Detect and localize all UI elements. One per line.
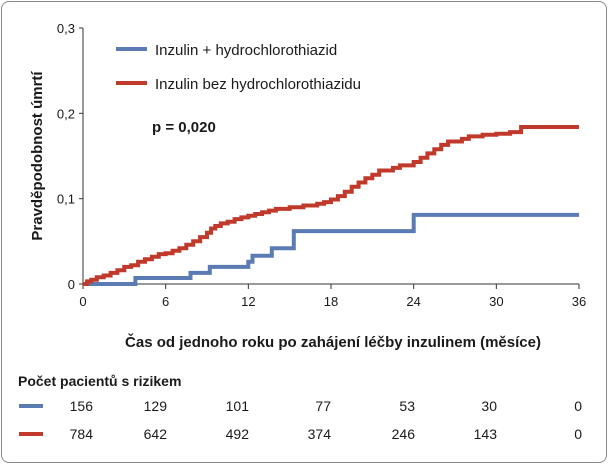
at-risk-value: 30: [481, 398, 497, 414]
at-risk-value: 143: [474, 426, 498, 442]
at-risk-value: 492: [226, 426, 250, 442]
series-lines: [83, 125, 579, 286]
at-risk-value: 642: [144, 426, 168, 442]
y-axis-title: Pravděpodobnost úmrtí: [29, 71, 46, 241]
x-axis-title: Čas od jednoho roku po zahájení léčby in…: [125, 333, 541, 351]
y-tick-label: 0,1: [57, 192, 75, 207]
legend-label-series-2: Inzulin bez hydrochlorothiazidu: [155, 76, 361, 93]
axes: 0 0,1 0,2 0,3 0 6 12 18 24 30 36: [57, 21, 586, 309]
p-value-annotation: p = 0,020: [152, 119, 216, 136]
y-tick-label: 0,3: [57, 21, 75, 36]
at-risk-value: 246: [392, 426, 416, 442]
at-risk-value: 77: [315, 398, 331, 414]
x-tick-label: 24: [406, 294, 420, 309]
y-tick-label: 0,2: [57, 106, 75, 121]
at-risk-value: 784: [70, 426, 94, 442]
at-risk-title: Počet pacientů s rizikem: [18, 373, 181, 389]
series-line-2: [83, 125, 579, 286]
x-tick-label: 18: [324, 294, 338, 309]
y-tick-label: 0: [68, 277, 75, 292]
x-tick-label: 6: [162, 294, 169, 309]
x-tick-label: 0: [79, 294, 86, 309]
at-risk-value: 101: [226, 398, 250, 414]
at-risk-value: 0: [574, 398, 582, 414]
legend: Inzulin + hydrochlorothiazid Inzulin bez…: [116, 42, 361, 93]
at-risk-table: 156 129 101 77 53 30 0 784 642 492 374 246 143 0: [19, 398, 582, 442]
x-tick-label: 12: [241, 294, 255, 309]
legend-label-series-1: Inzulin + hydrochlorothiazid: [155, 42, 337, 59]
at-risk-value: 156: [70, 398, 94, 414]
series-line-1: [83, 212, 579, 286]
at-risk-value: 129: [144, 398, 168, 414]
x-tick-label: 30: [489, 294, 503, 309]
x-tick-label: 36: [572, 294, 586, 309]
at-risk-value: 374: [308, 426, 332, 442]
at-risk-value: 53: [399, 398, 415, 414]
at-risk-value: 0: [574, 426, 582, 442]
